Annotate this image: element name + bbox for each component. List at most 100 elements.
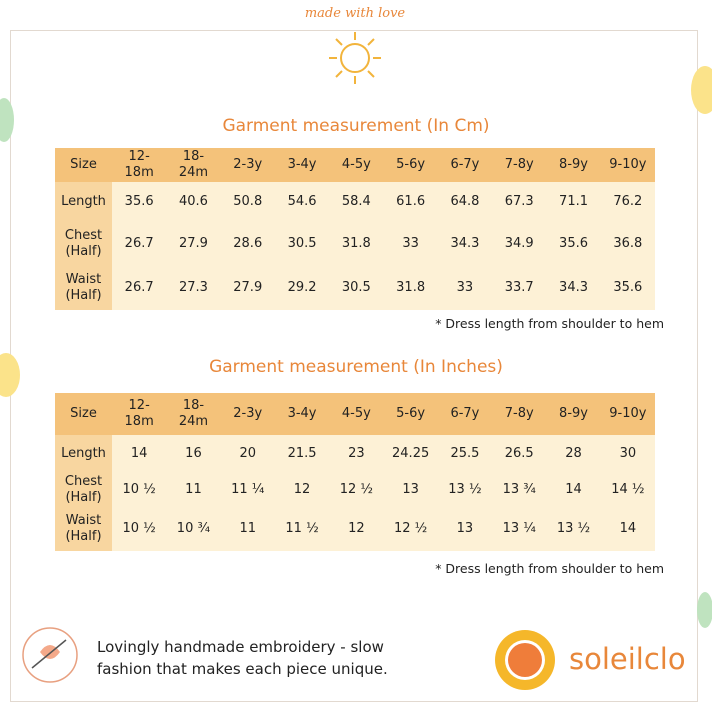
header-row: Size 12-18m 18-24m 2-3y 3-4y 4-5y 5-6y 6-7y 7-8y… (55, 148, 655, 182)
cell: 24.25 (383, 435, 438, 473)
cell: 23 (329, 435, 384, 473)
leaf (697, 592, 712, 628)
table-title: Garment measurement (In Inches) (209, 357, 503, 377)
cell: 34.3 (437, 222, 493, 266)
cell: 36.8 (600, 222, 655, 266)
cell: 34.3 (546, 266, 601, 310)
row-label: Waist (Half) (55, 507, 112, 551)
header-cell: 2-3y (220, 148, 275, 182)
cell: 31.8 (383, 266, 438, 310)
leaf (0, 98, 14, 142)
cell: 14 (546, 473, 601, 507)
cell: 30.5 (329, 266, 384, 310)
header-cell: 3-4y (274, 148, 330, 182)
table-title: Garment measurement (In Cm) (222, 116, 490, 136)
brand-sun (495, 630, 555, 690)
header-cell: 6-7y (437, 148, 493, 182)
cell: 11 (220, 507, 275, 551)
cell: 28 (546, 435, 601, 473)
header-cell: 7-8y (492, 393, 547, 435)
row-label: Length (55, 182, 112, 222)
cell: 20 (220, 435, 275, 473)
data-row: Length 35.6 40.6 50.8 54.6 58.4 61.6 64.8 67.3 71… (55, 182, 655, 222)
cell: 67.3 (492, 182, 547, 222)
cell: 13 ¼ (492, 507, 547, 551)
header-row: Size 12-18m 18-24m 2-3y 3-4y 4-5y 5-6y 6-7y 7-8y… (55, 393, 655, 435)
cell: 13 (383, 473, 438, 507)
cell: 71.1 (546, 182, 601, 222)
row-label: Chest (Half) (55, 473, 112, 507)
row-label: Chest (Half) (55, 222, 112, 266)
cell: 61.6 (383, 182, 438, 222)
cell: 76.2 (600, 182, 655, 222)
header-cell: Size (55, 148, 112, 182)
cell: 12 ½ (329, 473, 384, 507)
data-row: Waist (Half) 26.7 27.3 27.9 29.2 30.5 31.8 33 33… (55, 266, 655, 310)
cell: 29.2 (274, 266, 330, 310)
cell: 27.9 (166, 222, 221, 266)
header-cell: 12-18m (112, 393, 167, 435)
cell: 10 ¾ (166, 507, 221, 551)
cell: 35.6 (546, 222, 601, 266)
cell: 16 (166, 435, 221, 473)
size-table: Size 12-18m 18-24m 2-3y 3-4y 4-5y 5-6y 6-7y 7-8y… (55, 393, 655, 551)
cell: 33.7 (492, 266, 547, 310)
cell: 14 ½ (600, 473, 655, 507)
cell: 12 (274, 473, 330, 507)
header-cell: 9-10y (600, 148, 655, 182)
cell: 12 (329, 507, 384, 551)
cell: 26.5 (492, 435, 547, 473)
cell: 34.9 (492, 222, 547, 266)
cell: 31.8 (329, 222, 384, 266)
lemon (0, 353, 20, 397)
header-cell: 18-24m (166, 148, 221, 182)
header-cell: 7-8y (492, 148, 547, 182)
header-cell: 2-3y (220, 393, 275, 435)
header-cell: 6-7y (437, 393, 493, 435)
cell: 11 ½ (274, 507, 330, 551)
row-label: Length (55, 435, 112, 473)
cell: 27.3 (166, 266, 221, 310)
cell: 28.6 (220, 222, 275, 266)
header-cell: 12-18m (112, 148, 167, 182)
data-row: Chest (Half) 26.7 27.9 28.6 30.5 31.8 33 34.3 34… (55, 222, 655, 266)
cell: 35.6 (112, 182, 167, 222)
cell: 33 (383, 222, 438, 266)
cell: 11 (166, 473, 221, 507)
cell: 13 ¾ (492, 473, 547, 507)
cell: 21.5 (274, 435, 330, 473)
cell: 13 ½ (546, 507, 601, 551)
header-cell: 8-9y (546, 393, 601, 435)
header-cell: 18-24m (166, 393, 221, 435)
cell: 10 ½ (112, 507, 167, 551)
lemon (691, 66, 712, 114)
cell: 30 (600, 435, 655, 473)
header-cell: 3-4y (274, 393, 330, 435)
data-row: Length 14 16 20 21.5 23 24.25 25.5 26.5 28 30 (55, 435, 655, 473)
data-row: Chest (Half) 10 ½ 11 11 ¼ 12 12 ½ 13 13 ½ 13 ¾ 14… (55, 473, 655, 507)
header-cell: 8-9y (546, 148, 601, 182)
header-cell: Size (55, 393, 112, 435)
badge-sun (329, 32, 381, 84)
badge: made with love (290, 6, 420, 21)
row-label: Waist (Half) (55, 266, 112, 310)
cell: 40.6 (166, 182, 221, 222)
cell: 33 (437, 266, 493, 310)
data-row: Waist (Half) 10 ½ 10 ¾ 11 11 ½ 12 12 ½ 13 13 ¼ 13… (55, 507, 655, 551)
footer-icon (22, 627, 78, 683)
header-cell: 5-6y (383, 148, 438, 182)
cell: 25.5 (437, 435, 493, 473)
cell: 64.8 (437, 182, 493, 222)
cell: 14 (600, 507, 655, 551)
header-cell: 9-10y (600, 393, 655, 435)
cell: 12 ½ (383, 507, 438, 551)
cell: 11 ¼ (220, 473, 275, 507)
cell: 35.6 (600, 266, 655, 310)
cell: 27.9 (220, 266, 275, 310)
footer-text: Lovingly handmade embroidery - slow fash… (97, 638, 388, 678)
table-note: * Dress length from shoulder to hem (435, 316, 664, 331)
cell: 30.5 (274, 222, 330, 266)
size-table: Size 12-18m 18-24m 2-3y 3-4y 4-5y 5-6y 6-7y 7-8y… (55, 148, 655, 310)
cell: 10 ½ (112, 473, 167, 507)
